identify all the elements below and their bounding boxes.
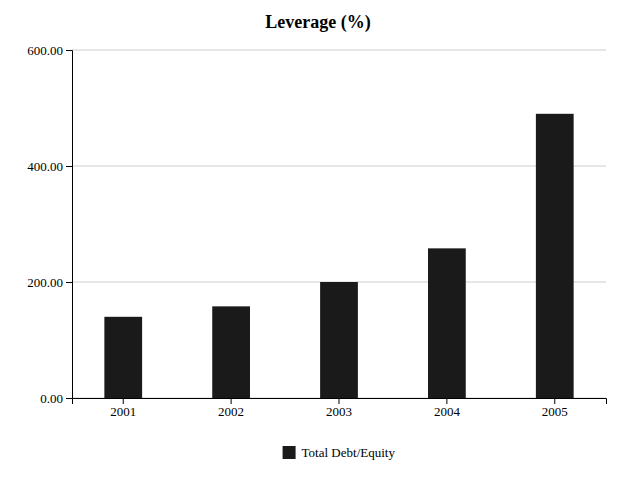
x-tick-label: 2004 [434,404,461,419]
y-tick: 400.00 [27,159,72,174]
bar [428,248,466,398]
grid-line [72,166,606,167]
x-tick: 2002 [218,398,244,419]
bar [212,306,250,398]
y-tick-label: 0.00 [40,391,63,406]
y-tick-label: 200.00 [27,275,63,290]
x-tick: 2004 [434,398,461,419]
x-tick: 2005 [542,398,568,419]
x-tick-label: 2001 [110,404,136,419]
y-tick: 0.00 [40,391,72,406]
y-tick-label: 400.00 [27,159,63,174]
y-tick: 600.00 [27,43,72,58]
title: Leverage (%) [265,12,370,33]
legend-swatch [283,446,296,459]
x-tick-label: 2003 [326,404,352,419]
y-axis-line [66,51,73,399]
y-tick-mark [66,166,72,167]
legend-item: Total Debt/Equity [283,445,396,460]
grid-line [72,50,606,51]
x-tick-mark [554,398,555,404]
y-tick-mark [66,282,72,283]
x-tick-mark [231,398,232,404]
plot: 0.00200.00400.00600.00200120022003200420… [27,43,606,420]
y-tick: 200.00 [27,275,72,290]
legend-label: Total Debt/Equity [302,445,396,460]
grid [72,50,606,398]
x-tick: 2003 [326,398,352,419]
bar [320,282,358,398]
x-tick-label: 2002 [218,404,244,419]
y-axis: 0.00 200.00 400.00 600.00 [27,43,72,406]
bar [536,114,574,398]
y-tick-label: 600.00 [27,43,63,58]
bars [104,114,573,398]
x-tick-mark [123,398,124,404]
chart: Leverage (%)0.00200.00400.00600.00200120… [0,0,636,478]
x-tick: 2001 [110,398,136,419]
x-axis: 2001 2002 2003 2004 2005 [73,398,607,419]
y-tick-mark [66,50,72,51]
bar [104,317,142,398]
x-tick-mark [446,398,447,404]
x-axis-line [73,399,607,405]
x-tick-label: 2005 [542,404,568,419]
x-tick-mark [339,398,340,404]
y-tick-mark [66,398,72,399]
legend: Total Debt/Equity [283,445,396,460]
